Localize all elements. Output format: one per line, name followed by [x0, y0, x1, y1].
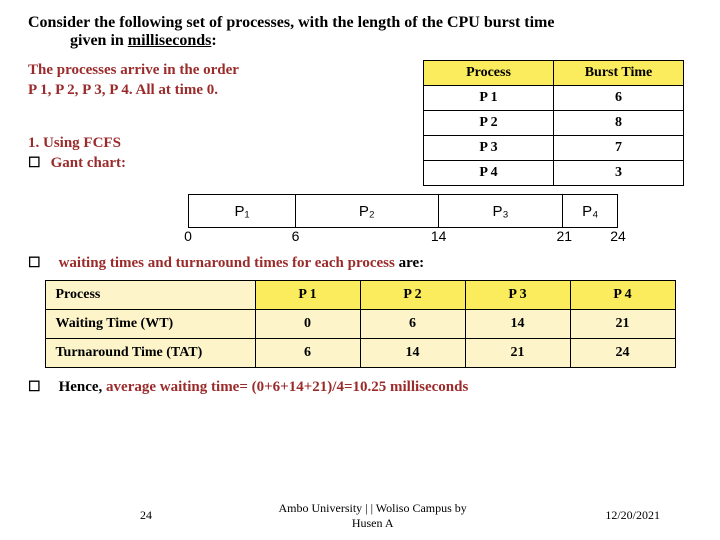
tt-r1-3: 21 [465, 339, 570, 368]
final-b: average waiting time [106, 379, 239, 395]
final-a: Hence, [59, 379, 106, 395]
footer-date: 12/20/2021 [605, 508, 660, 523]
title-line2-suffix: : [211, 32, 216, 49]
tt-r1-1: 6 [255, 339, 360, 368]
proc-c-2-1: 7 [554, 136, 684, 161]
bullet-icon: ☐ [28, 378, 41, 395]
title-block: Consider the following set of processes,… [28, 14, 692, 50]
tt-h-3: P 3 [465, 281, 570, 310]
footer-mid: Ambo University | | Woliso Campus by Hus… [140, 501, 605, 530]
tt-r0-0: Waiting Time (WT) [45, 310, 255, 339]
gantt-bar: P₁P₂P₃P₄ [188, 194, 618, 228]
tt-r0-1: 0 [255, 310, 360, 339]
waiting-text: waiting times and turnaround times for e… [59, 255, 425, 272]
footer-mid-l2: Husen A [352, 516, 394, 530]
tt-r0-4: 21 [570, 310, 675, 339]
bullet-icon: ☐ [28, 153, 41, 172]
arrive-block: The processes arrive in the order P 1, P… [28, 60, 239, 173]
proc-c-2-0: P 3 [424, 136, 554, 161]
gantt-tick-3: 21 [556, 228, 572, 244]
gantt-ticks: 06142124 [188, 228, 618, 246]
gantt-tick-4: 24 [610, 228, 626, 244]
waiting-text-a: waiting times and turnaround times for e… [59, 255, 399, 271]
process-burst-table: Process Burst Time P 16 P 28 P 37 P 43 [423, 60, 684, 186]
title-line-2: given in milliseconds: [28, 32, 692, 50]
tt-h-1: P 1 [255, 281, 360, 310]
tt-r1-4: 24 [570, 339, 675, 368]
tt-r0-3: 14 [465, 310, 570, 339]
slide-number: 24 [140, 508, 152, 523]
tt-h-0: Process [45, 281, 255, 310]
proc-c-1-0: P 2 [424, 111, 554, 136]
proc-th-0: Process [424, 61, 554, 86]
gantt-tick-0: 0 [184, 228, 192, 244]
proc-th-1: Burst Time [554, 61, 684, 86]
proc-c-1-1: 8 [554, 111, 684, 136]
final-line: ☐ Hence, average waiting time= (0+6+14+2… [28, 378, 692, 396]
gantt-bullet: ☐ Gant chart: [28, 153, 239, 173]
gantt-label: Gant chart: [51, 153, 126, 173]
tt-r0-2: 6 [360, 310, 465, 339]
gantt-seg-2: P₃ [439, 195, 564, 227]
title-line2-underlined: milliseconds [128, 32, 212, 49]
tt-r1-0: Turnaround Time (TAT) [45, 339, 255, 368]
gantt-seg-0: P₁ [189, 195, 296, 227]
top-row: The processes arrive in the order P 1, P… [28, 60, 692, 186]
footer-mid-l1: Ambo University | | Woliso Campus by [279, 501, 467, 515]
gantt-chart: P₁P₂P₃P₄ 06142124 [188, 194, 618, 246]
title-line-1: Consider the following set of processes,… [28, 14, 692, 32]
bullet-icon: ☐ [28, 254, 41, 271]
step-1-heading: 1. Using FCFS [28, 133, 239, 153]
arrive-line-2: P 1, P 2, P 3, P 4. All at time 0. [28, 80, 239, 100]
waiting-text-b: are: [399, 255, 425, 271]
proc-c-3-0: P 4 [424, 161, 554, 186]
proc-c-0-1: 6 [554, 86, 684, 111]
proc-c-0-0: P 1 [424, 86, 554, 111]
tt-h-4: P 4 [570, 281, 675, 310]
title-line2-prefix: given in [70, 32, 128, 49]
gantt-seg-1: P₂ [296, 195, 439, 227]
gantt-tick-1: 6 [292, 228, 300, 244]
final-text: Hence, average waiting time= (0+6+14+21)… [59, 379, 469, 396]
tt-h-2: P 2 [360, 281, 465, 310]
footer: 24 Ambo University | | Woliso Campus by … [0, 501, 720, 530]
arrive-line-1: The processes arrive in the order [28, 60, 239, 80]
final-c: = (0+6+14+21)/4=10.25 milliseconds [239, 379, 468, 395]
proc-c-3-1: 3 [554, 161, 684, 186]
tt-r1-2: 14 [360, 339, 465, 368]
gantt-tick-2: 14 [431, 228, 447, 244]
gantt-seg-3: P₄ [563, 195, 617, 227]
waiting-turnaround-line: ☐ waiting times and turnaround times for… [28, 254, 692, 272]
times-table: Process P 1 P 2 P 3 P 4 Waiting Time (WT… [45, 280, 676, 368]
